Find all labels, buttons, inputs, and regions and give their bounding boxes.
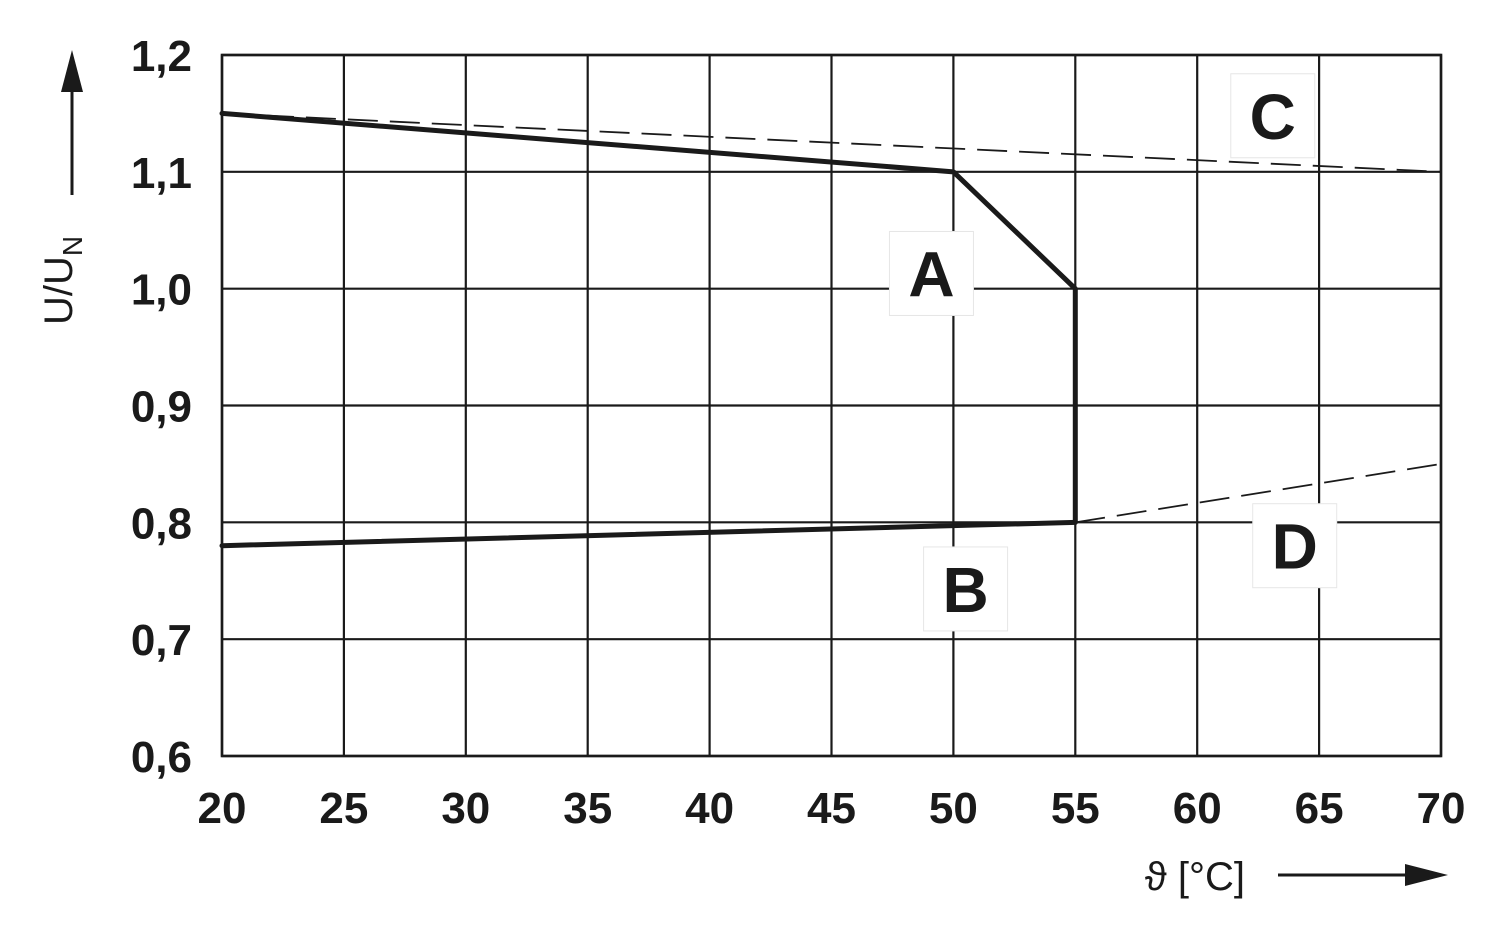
x-tick-label: 65: [1295, 784, 1344, 833]
plot-frame: [220, 53, 1443, 758]
x-axis-arrow: [1278, 864, 1448, 886]
y-axis-label-group: U/UN: [37, 236, 88, 325]
solid-line-1: [219, 519, 1078, 549]
label-box-a: [888, 230, 974, 316]
region-label-c: C: [1250, 81, 1296, 153]
x-tick-label: 45: [807, 784, 856, 833]
y-axis-arrow: [61, 50, 83, 195]
x-axis-label: ϑ [°C]: [1145, 855, 1245, 899]
x-tick-label: 50: [929, 784, 978, 833]
label-box-d: [1252, 503, 1338, 589]
x-tick-labels: 20 25 30 35 40 45 50 55 60 65 70: [198, 784, 1466, 833]
solid-line-0: [219, 110, 1078, 525]
x-tick-label: 25: [319, 784, 368, 833]
y-axis-label-subscript: N: [57, 236, 88, 256]
y-tick-label: 0,8: [131, 499, 192, 548]
y-tick-label: 0,6: [131, 733, 192, 782]
region-label-d: D: [1272, 511, 1318, 583]
region-label-b: B: [942, 554, 988, 626]
y-tick-label: 1,2: [131, 32, 192, 81]
x-tick-label: 35: [563, 784, 612, 833]
y-tick-labels: 0,6 0,7 0,8 0,9 1,0 1,1 1,2: [131, 32, 192, 782]
label-box-c: [1230, 73, 1316, 159]
x-tick-label: 60: [1173, 784, 1222, 833]
dashed-line-2: [221, 112, 1442, 173]
annotations-group: A B C D: [888, 73, 1338, 632]
series-group: [219, 110, 1442, 549]
x-tick-label: 55: [1051, 784, 1100, 833]
region-label-a: A: [908, 238, 954, 310]
x-tick-label: 30: [441, 784, 490, 833]
label-box-b: [923, 546, 1009, 632]
x-tick-label: 20: [198, 784, 247, 833]
y-tick-label: 0,7: [131, 616, 192, 665]
y-tick-label: 0,9: [131, 383, 192, 432]
y-tick-label: 1,0: [131, 266, 192, 315]
x-tick-label: 40: [685, 784, 734, 833]
x-tick-label: 70: [1417, 784, 1466, 833]
y-tick-label: 1,1: [131, 149, 192, 198]
y-axis-label: U/UN: [37, 236, 88, 325]
dashed-line-3: [1075, 463, 1442, 524]
